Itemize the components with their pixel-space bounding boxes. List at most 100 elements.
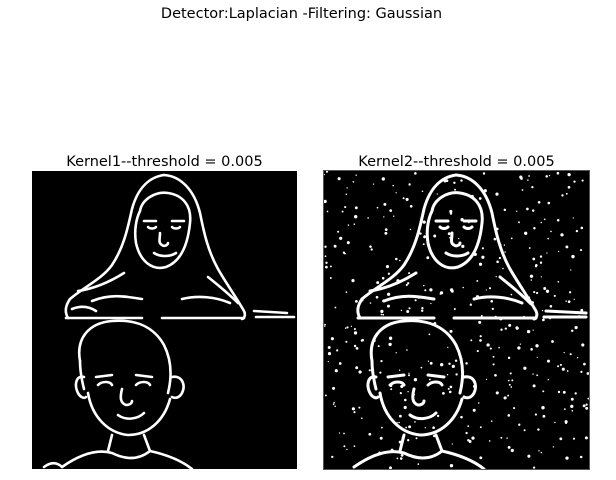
noise-speckle — [490, 420, 493, 422]
woman-edge-outline — [64, 173, 296, 321]
noise-speckle — [333, 402, 335, 404]
noise-speckle — [479, 339, 482, 342]
noise-speckle — [517, 346, 521, 350]
noise-speckle — [423, 236, 426, 239]
noise-speckle — [511, 379, 514, 382]
noise-speckle — [523, 366, 527, 370]
noise-speckle — [408, 272, 411, 275]
noise-speckle — [473, 252, 477, 257]
noise-speckle — [353, 223, 356, 225]
noise-speckle — [527, 454, 531, 458]
noise-speckle — [395, 192, 397, 194]
noise-speckle — [503, 396, 507, 400]
noise-speckle — [574, 392, 577, 395]
noise-speckle — [470, 339, 473, 342]
noise-speckle — [338, 362, 342, 365]
woman-edge-outline-noisy — [356, 173, 588, 321]
noise-speckle — [344, 327, 347, 329]
noise-speckle — [399, 392, 402, 395]
noise-speckle — [427, 360, 430, 362]
noise-speckle — [388, 342, 392, 347]
noise-speckle — [461, 244, 465, 249]
noise-speckle — [451, 364, 455, 369]
noise-speckle — [353, 344, 357, 348]
noise-speckle — [393, 215, 395, 217]
noise-speckle — [523, 429, 526, 432]
noise-speckle — [398, 369, 401, 371]
noise-speckle — [352, 180, 355, 183]
noise-speckle — [334, 405, 336, 408]
noise-speckle — [395, 352, 397, 354]
noise-speckle — [449, 288, 454, 292]
noise-speckle — [499, 317, 503, 321]
noise-speckle — [375, 295, 379, 299]
noise-speckle — [454, 359, 458, 362]
noise-speckle — [430, 302, 432, 305]
noise-speckle — [528, 247, 531, 249]
noise-speckle — [338, 432, 341, 434]
noise-speckle — [471, 436, 475, 440]
noise-speckle — [458, 238, 460, 240]
noise-speckle — [510, 386, 513, 388]
noise-speckle — [526, 329, 531, 334]
noise-speckle — [361, 299, 364, 302]
noise-speckle — [580, 370, 583, 374]
noise-speckle — [492, 363, 495, 366]
noise-speckle — [350, 325, 353, 327]
noise-speckle — [477, 402, 480, 404]
noise-speckle — [325, 265, 328, 269]
noise-speckle — [510, 448, 514, 453]
noise-speckle — [325, 171, 329, 173]
noise-speckle — [429, 378, 431, 381]
noise-speckle — [534, 413, 537, 416]
noise-speckle — [557, 280, 560, 283]
noise-speckle — [398, 421, 400, 424]
noise-speckle — [408, 374, 410, 377]
noise-speckle — [581, 179, 584, 182]
noise-speckle — [576, 357, 579, 359]
noise-speckle — [582, 404, 586, 408]
noise-speckle — [396, 422, 398, 424]
noise-speckle — [346, 241, 350, 245]
noise-speckle — [447, 387, 450, 390]
noise-speckle — [382, 299, 386, 303]
noise-speckle — [344, 206, 347, 209]
noise-speckle — [556, 219, 560, 222]
noise-speckle — [564, 421, 568, 425]
noise-speckle — [540, 451, 543, 454]
noise-speckle — [420, 366, 423, 369]
noise-speckle — [542, 414, 546, 418]
noise-speckle — [584, 436, 588, 440]
noise-speckle — [358, 370, 362, 374]
noise-speckle — [392, 184, 394, 187]
noise-speckle — [414, 299, 417, 302]
noise-speckle — [549, 317, 552, 320]
noise-speckle — [353, 331, 358, 335]
noise-speckle — [570, 269, 572, 271]
noise-speckle — [513, 407, 516, 410]
noise-speckle — [324, 173, 325, 176]
noise-speckle — [545, 175, 548, 178]
noise-speckle — [449, 385, 453, 389]
noise-speckle — [408, 372, 410, 374]
noise-speckle — [419, 232, 422, 235]
noise-speckle — [432, 434, 436, 438]
noise-speckle — [448, 362, 451, 365]
noise-speckle — [327, 346, 331, 349]
noise-speckle — [527, 179, 529, 181]
boy-edge-outline — [42, 319, 194, 469]
noise-speckle — [324, 245, 327, 248]
noise-speckle — [449, 236, 451, 239]
noise-speckle — [353, 327, 356, 331]
boy-edge-outline-noisy — [352, 319, 486, 469]
noise-speckle — [396, 457, 399, 460]
noise-speckle — [540, 221, 542, 224]
noise-speckle — [565, 192, 568, 195]
noise-speckle — [446, 373, 449, 376]
noise-speckle — [465, 431, 468, 435]
noise-speckle — [479, 426, 482, 429]
noise-speckle — [439, 291, 444, 295]
noise-speckle — [336, 349, 339, 352]
noise-speckle — [563, 408, 566, 410]
noise-speckle — [333, 244, 337, 248]
